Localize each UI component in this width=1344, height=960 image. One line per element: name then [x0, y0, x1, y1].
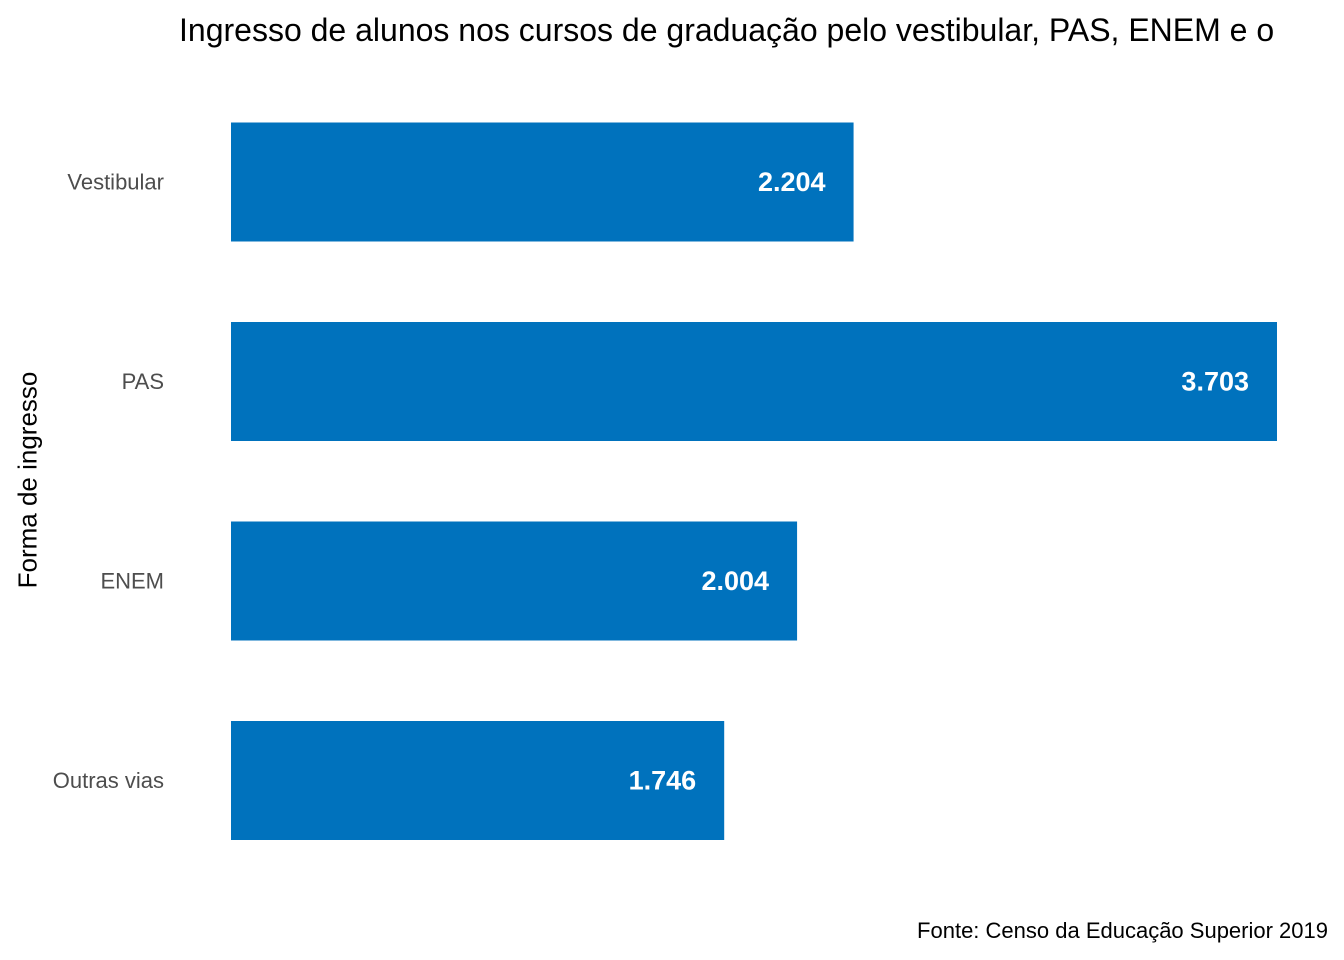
- y-tick-label: PAS: [122, 369, 164, 394]
- bar-value-label: 1.746: [629, 766, 697, 796]
- y-tick-label: Vestibular: [67, 170, 164, 195]
- y-tick-label: ENEM: [100, 569, 164, 594]
- bar-pas: [231, 322, 1277, 441]
- y-tick-label: Outras vias: [53, 768, 164, 793]
- bar-value-label: 3.703: [1181, 367, 1249, 397]
- bar-value-label: 2.004: [701, 566, 769, 596]
- bar-value-label: 2.204: [758, 167, 826, 197]
